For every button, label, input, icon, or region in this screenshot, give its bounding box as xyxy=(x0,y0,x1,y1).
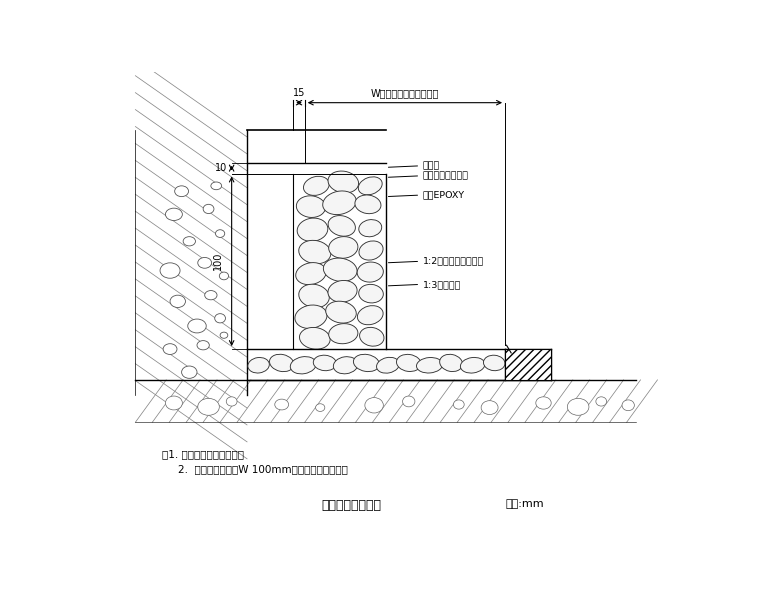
Ellipse shape xyxy=(622,400,635,411)
Ellipse shape xyxy=(313,355,337,371)
Text: 涂布EPOXY: 涂布EPOXY xyxy=(423,190,464,199)
Ellipse shape xyxy=(182,366,197,379)
Text: 15: 15 xyxy=(293,88,306,98)
Ellipse shape xyxy=(166,396,182,410)
Ellipse shape xyxy=(481,401,498,415)
Ellipse shape xyxy=(328,237,358,258)
Ellipse shape xyxy=(328,171,359,193)
Ellipse shape xyxy=(275,399,289,410)
Ellipse shape xyxy=(440,355,463,371)
Ellipse shape xyxy=(536,397,551,409)
Ellipse shape xyxy=(323,191,356,214)
Bar xyxy=(505,349,551,380)
Ellipse shape xyxy=(376,358,399,373)
Ellipse shape xyxy=(416,358,442,373)
Ellipse shape xyxy=(203,204,214,214)
Ellipse shape xyxy=(568,398,589,415)
Text: W（另详平面示意详图）: W（另详平面示意详图） xyxy=(371,88,439,98)
Ellipse shape xyxy=(170,295,185,307)
Ellipse shape xyxy=(359,328,384,346)
Ellipse shape xyxy=(299,284,329,308)
Ellipse shape xyxy=(303,176,329,195)
Ellipse shape xyxy=(188,319,206,333)
Ellipse shape xyxy=(160,263,180,279)
Ellipse shape xyxy=(328,323,358,344)
Ellipse shape xyxy=(403,396,415,407)
Text: 单位:mm: 单位:mm xyxy=(505,499,543,509)
Ellipse shape xyxy=(296,196,325,217)
Ellipse shape xyxy=(226,397,237,406)
Text: 10: 10 xyxy=(215,163,227,173)
Ellipse shape xyxy=(270,354,294,371)
Ellipse shape xyxy=(359,220,382,237)
Ellipse shape xyxy=(296,262,326,285)
Ellipse shape xyxy=(198,258,211,268)
Ellipse shape xyxy=(328,216,356,236)
Ellipse shape xyxy=(483,355,505,371)
Ellipse shape xyxy=(397,355,421,371)
Ellipse shape xyxy=(299,328,330,349)
Ellipse shape xyxy=(198,398,220,415)
Ellipse shape xyxy=(596,397,606,406)
Text: 1:2水泥掺天然彩石粒: 1:2水泥掺天然彩石粒 xyxy=(423,257,484,266)
Text: 卵石子踢脚大样图: 卵石子踢脚大样图 xyxy=(321,499,381,512)
Ellipse shape xyxy=(211,182,222,190)
Ellipse shape xyxy=(323,258,357,282)
Ellipse shape xyxy=(365,398,383,413)
Ellipse shape xyxy=(290,356,316,374)
Ellipse shape xyxy=(197,341,209,350)
Ellipse shape xyxy=(166,208,182,220)
Ellipse shape xyxy=(220,272,229,280)
Ellipse shape xyxy=(454,400,464,409)
Ellipse shape xyxy=(297,218,328,241)
Ellipse shape xyxy=(299,240,331,264)
Text: 2.  卵件卵石子数涨W 100mm平板电平分制调整。: 2. 卵件卵石子数涨W 100mm平板电平分制调整。 xyxy=(178,465,347,474)
Text: 网骨刷涂一底二度: 网骨刷涂一底二度 xyxy=(423,171,469,180)
Ellipse shape xyxy=(215,314,226,323)
Ellipse shape xyxy=(358,177,382,195)
Text: 1:3水泥砂浆: 1:3水泥砂浆 xyxy=(423,280,461,289)
Ellipse shape xyxy=(334,356,358,374)
Ellipse shape xyxy=(248,358,269,373)
Ellipse shape xyxy=(357,305,383,325)
Ellipse shape xyxy=(220,332,228,338)
Ellipse shape xyxy=(328,280,357,302)
Text: 粉面层: 粉面层 xyxy=(423,161,440,170)
Ellipse shape xyxy=(295,305,327,328)
Text: 注1. 卵石子采天然彩卵石。: 注1. 卵石子采天然彩卵石。 xyxy=(163,449,245,459)
Ellipse shape xyxy=(175,186,188,196)
Ellipse shape xyxy=(216,230,225,237)
Ellipse shape xyxy=(353,354,379,371)
Ellipse shape xyxy=(163,344,177,355)
Ellipse shape xyxy=(461,358,485,373)
Ellipse shape xyxy=(326,301,356,323)
Ellipse shape xyxy=(315,404,325,412)
Ellipse shape xyxy=(359,241,383,260)
Ellipse shape xyxy=(355,195,381,214)
Ellipse shape xyxy=(357,262,383,282)
Ellipse shape xyxy=(183,237,195,246)
Ellipse shape xyxy=(359,285,383,303)
Text: 100: 100 xyxy=(213,252,223,271)
Ellipse shape xyxy=(204,291,217,300)
